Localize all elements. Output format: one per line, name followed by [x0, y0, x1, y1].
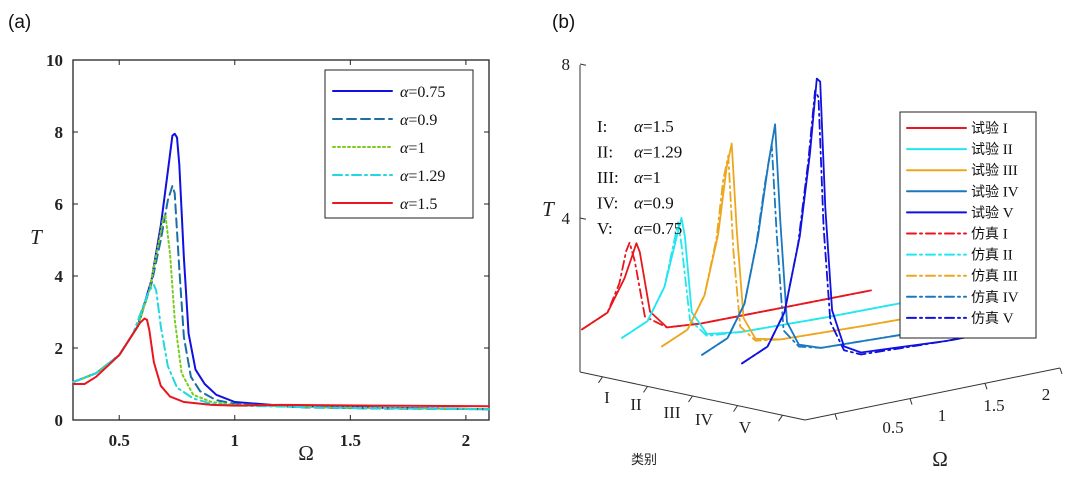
- panel-b-series: [581, 77, 1032, 365]
- panel-b-omega-tick-mark: [834, 413, 838, 421]
- panel-b-category-tick-label: III: [664, 403, 681, 422]
- panel-b-legend-label: 试验 V: [971, 205, 1014, 221]
- panel-a-legend: α=0.75 α=0.9 α=1 α=1.29 α=1.5: [324, 69, 474, 219]
- panel-a-x-axis-label: Ω: [298, 441, 314, 465]
- panel-b-legend-label: 试验 III: [971, 163, 1018, 179]
- panel-b-annotation-line: I: α=1.5: [597, 117, 674, 136]
- panel-a-y-tick-label: 6: [55, 195, 64, 214]
- panel-b-legend-label: 试验 IV: [971, 184, 1019, 200]
- panel-b-omega-tick-label: 1.5: [983, 396, 1004, 415]
- panel-b-category-tick-mark: [733, 405, 738, 412]
- panel-a-legend-label: α=1.5: [400, 196, 437, 213]
- panel-b-legend-label: 仿真 II: [971, 248, 1013, 264]
- panel-b-legend-label: 仿真 IV: [971, 290, 1019, 306]
- panel-b-annotation-line: IV: α=0.9: [597, 194, 674, 213]
- panel-b-alpha-annotations: I: α=1.5 II: α=1.29 III: α=1 IV: α=0.9 V: α=0.75: [597, 117, 682, 238]
- panel-b-ticks: 48I II III IV V 0.511.52: [562, 55, 1063, 437]
- panel-b-legend-label: 仿真 I: [971, 227, 1008, 243]
- panel-b-category-axis-label: 类别: [631, 453, 657, 468]
- panel-b-experiment-line: [581, 242, 872, 331]
- panel-b-legend-label: 仿真 III: [971, 269, 1018, 285]
- panel-b-annotation-line: III: α=1: [597, 168, 661, 187]
- panel-a-legend-label: α=0.75: [400, 84, 445, 101]
- panel-b-legend-label: 仿真 V: [971, 311, 1014, 327]
- panel-a-x-tick-label: 0.5: [109, 431, 130, 450]
- panel-b-category-tick-mark: [688, 395, 693, 403]
- panel-b-label: (b): [552, 12, 575, 33]
- panel-b-legend: 试验 I 试验 II 试验 III 试验 IV 试验 V 仿真 I 仿真 II 仿真 III 仿…: [899, 111, 1037, 339]
- panel-b-category-tick-label: IV: [695, 410, 714, 429]
- panel-b-experiment-line: [741, 77, 1032, 365]
- panel-b-category-tick-mark: [778, 414, 783, 422]
- panel-b-annotation-line: II: α=1.29: [597, 143, 682, 162]
- panel-a-series: [72, 132, 490, 411]
- panel-b-category-tick-label: I: [604, 388, 610, 407]
- panel-b-omega-tick-mark: [1059, 367, 1063, 375]
- panel-a-y-tick-label: 8: [55, 123, 64, 142]
- panel-b-category-tick-label: II: [630, 395, 642, 414]
- panel-b-legend-label: 试验 II: [971, 142, 1013, 158]
- panel-b-category-tick-label: V: [739, 418, 752, 437]
- panel-a-ticks: 0.5 1 1.5 2 0 2 4 6 8 10: [46, 51, 489, 450]
- panel-b-simulation-line: [741, 89, 1032, 365]
- panel-b-omega-tick-label: 2: [1042, 385, 1051, 404]
- panel-a-legend-label: α=1: [400, 140, 425, 157]
- panel-b-experiment-line: [621, 216, 912, 339]
- panel-a-series-line: [72, 317, 490, 408]
- panel-b-t-axis-label: T: [542, 197, 555, 221]
- panel-a-y-axis-label: T: [30, 225, 43, 249]
- panel-b-t-tick-label: 8: [562, 55, 571, 74]
- panel-b-omega-tick-label: 0.5: [882, 418, 903, 437]
- panel-a-y-tick-label: 10: [46, 51, 63, 70]
- panel-b-t-tick-mark: [579, 217, 587, 220]
- panel-b-omega-axis-label: Ω: [932, 447, 948, 471]
- panel-a-plot-frame: [72, 59, 490, 421]
- panel-a-series-line: [72, 284, 490, 411]
- panel-a-y-tick-label: 2: [55, 339, 64, 358]
- panel-a-x-tick-label: 2: [462, 431, 471, 450]
- panel-a-x-tick-label: 1.5: [340, 431, 361, 450]
- panel-b-omega-tick-mark: [909, 398, 913, 405]
- panel-b-omega-tick-label: 1: [938, 406, 947, 425]
- panel-a-label: (a): [8, 12, 31, 33]
- panel-a-series-line: [72, 185, 490, 411]
- panel-b: (b) 48I II III IV V 0.511.52 T Ω 类别 I: α=1.5II…: [542, 12, 1063, 471]
- panel-a-legend-label: α=0.9: [400, 112, 437, 129]
- panel-a-x-tick-label: 1: [231, 431, 240, 450]
- panel-a-legend-box: [324, 69, 474, 219]
- panel-b-experiment-line: [701, 123, 992, 356]
- panel-b-annotation-line: V: α=0.75: [597, 219, 682, 238]
- panel-a-y-tick-label: 4: [55, 267, 64, 286]
- panel-b-t-tick-mark: [579, 63, 587, 66]
- panel-b-legend-label: 试验 I: [971, 121, 1008, 137]
- panel-b-category-tick-mark: [598, 376, 603, 384]
- panel-b-omega-tick-mark: [984, 383, 988, 390]
- panel-b-omega-axis: [804, 367, 1061, 421]
- panel-a-series-line: [72, 213, 490, 411]
- panel-b-t-tick-label: 4: [562, 209, 571, 228]
- panel-b-category-tick-mark: [643, 386, 648, 393]
- panel-a-legend-label: α=1.29: [400, 168, 445, 185]
- panel-a-y-tick-label: 0: [55, 411, 64, 430]
